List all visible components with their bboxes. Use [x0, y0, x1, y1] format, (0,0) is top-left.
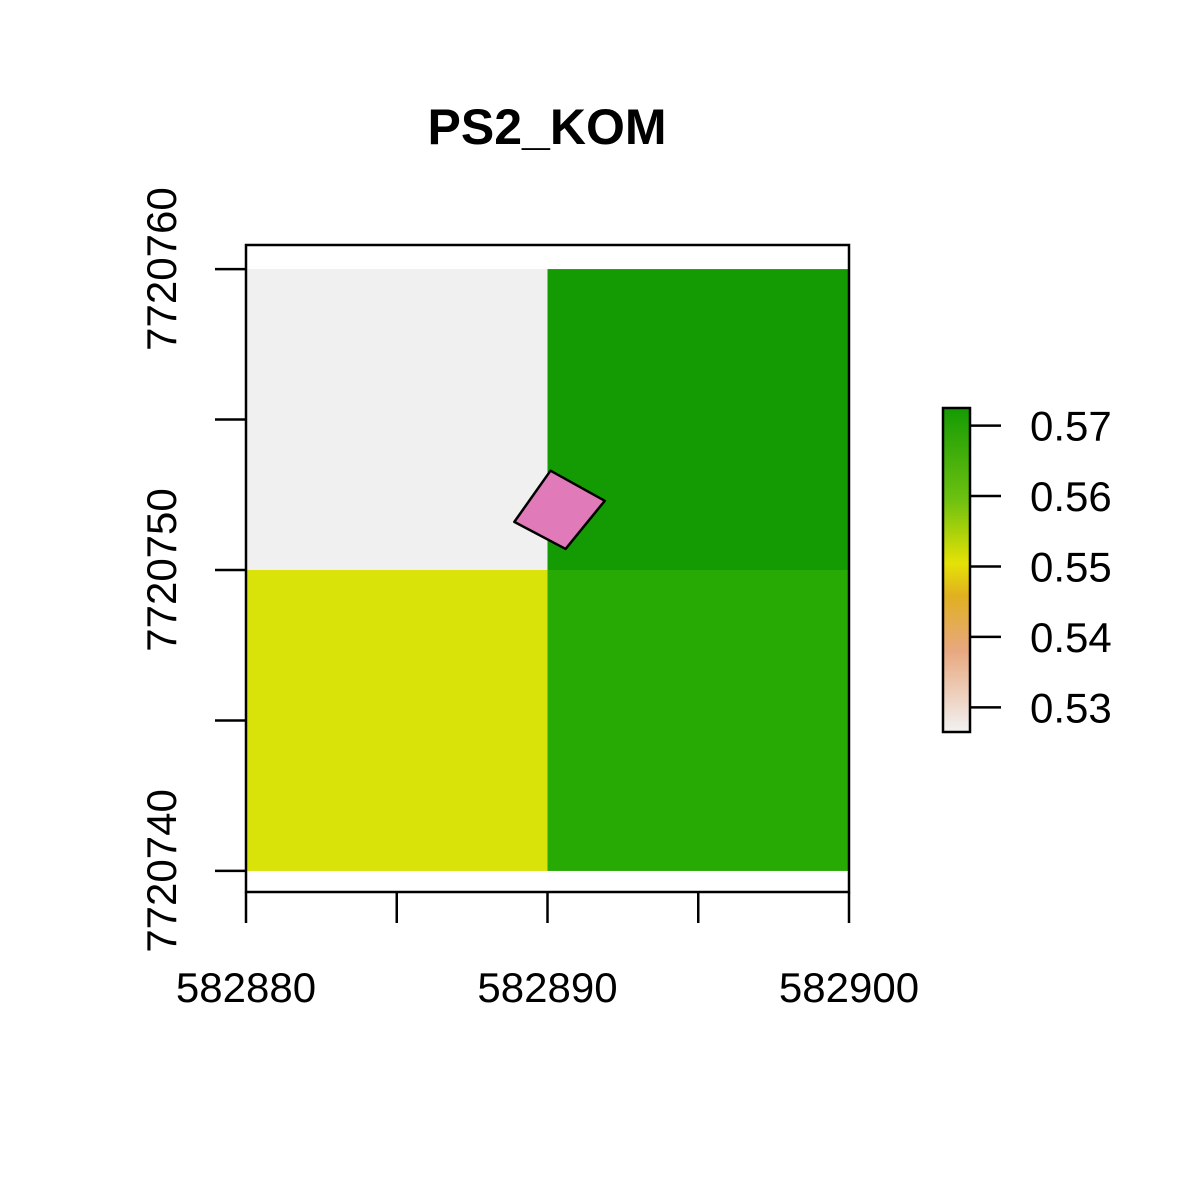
- legend-tick-label: 0.56: [1030, 473, 1112, 520]
- legend-color-bar: [941, 406, 972, 734]
- polygon-layer: [513, 469, 607, 551]
- chart-title: PS2_KOM: [428, 99, 667, 155]
- y-tick-label: 7720740: [138, 789, 185, 953]
- raster-cells: [246, 269, 849, 871]
- y-tick-label: 7720760: [138, 187, 185, 351]
- polygon-shape: [513, 469, 607, 551]
- legend-tick-label: 0.55: [1030, 543, 1112, 590]
- y-axis: 7720740 7720750 7720760: [138, 187, 246, 953]
- y-tick-label: 7720750: [138, 488, 185, 652]
- raster-cell-r1-c0: [246, 570, 548, 871]
- legend-tick-label: 0.53: [1030, 684, 1112, 731]
- legend-tick-label: 0.57: [1030, 403, 1112, 450]
- x-axis: 582880 582890 582900: [176, 892, 919, 1011]
- x-tick-label: 582890: [477, 964, 617, 1011]
- raster-cell-r1-c1: [547, 570, 849, 871]
- x-tick-label: 582880: [176, 964, 316, 1011]
- raster-cell-r0-c1: [547, 269, 849, 571]
- color-legend: 0.53 0.54 0.55 0.56 0.57: [941, 403, 1112, 734]
- legend-tick-label: 0.54: [1030, 614, 1112, 661]
- raster-cell-r0-c0: [246, 269, 548, 571]
- x-tick-label: 582900: [779, 964, 919, 1011]
